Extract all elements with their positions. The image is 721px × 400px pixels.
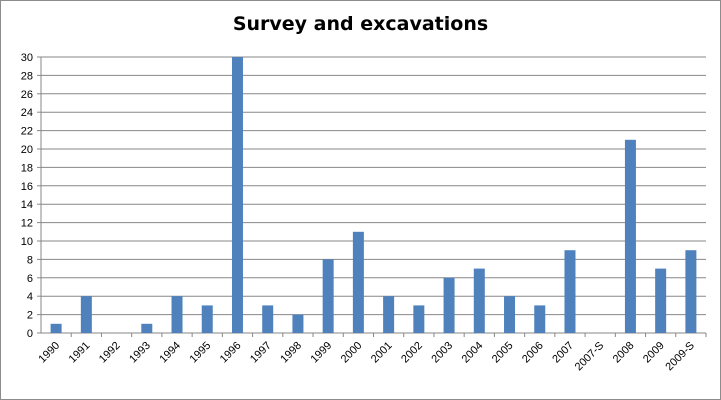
- x-tick-label: 2003: [429, 340, 455, 366]
- bar: [383, 296, 395, 333]
- y-tick-label: 0: [27, 328, 33, 340]
- bar: [231, 57, 243, 333]
- bar: [655, 268, 667, 333]
- x-tick-label: 2005: [490, 340, 516, 366]
- x-tick-label: 2009: [641, 340, 667, 366]
- bar: [141, 323, 153, 333]
- bar: [413, 305, 425, 333]
- x-tick-label: 1993: [127, 340, 153, 366]
- y-tick-label: 22: [21, 126, 33, 138]
- x-tick-label: 1991: [67, 340, 93, 366]
- x-tick-label: 1994: [157, 340, 183, 366]
- x-tick-label: 2009-S: [663, 340, 697, 374]
- x-tick-label: 2001: [369, 340, 395, 366]
- x-tick-label: 1996: [218, 340, 244, 366]
- y-tick-label: 20: [21, 144, 33, 156]
- x-tick-label: 2007: [550, 340, 576, 366]
- x-tick-label: 2006: [520, 340, 546, 366]
- bar: [473, 268, 485, 333]
- bar: [564, 250, 576, 333]
- y-tick-label: 26: [21, 89, 33, 101]
- bar: [50, 323, 62, 333]
- bar: [80, 296, 92, 333]
- y-tick-label: 2: [27, 310, 33, 322]
- y-tick-label: 16: [21, 181, 33, 193]
- y-tick-label: 12: [21, 218, 33, 230]
- y-tick-label: 28: [21, 70, 33, 82]
- bar: [292, 314, 304, 333]
- bar: [201, 305, 213, 333]
- y-tick-label: 6: [27, 273, 33, 285]
- y-tick-label: 18: [21, 162, 33, 174]
- y-tick-label: 30: [21, 52, 33, 64]
- y-tick-label: 4: [27, 291, 33, 303]
- bar: [262, 305, 274, 333]
- bar: [322, 259, 334, 333]
- x-tick-label: 2004: [460, 340, 486, 366]
- bar: [443, 277, 455, 333]
- x-tick-label: 1997: [248, 340, 274, 366]
- x-tick-label: 2002: [399, 340, 425, 366]
- y-tick-label: 24: [21, 107, 33, 119]
- x-tick-label: 2007-S: [573, 340, 607, 374]
- x-tick-label: 1990: [36, 340, 62, 366]
- bar: [624, 139, 636, 333]
- y-tick-label: 8: [27, 254, 33, 266]
- x-tick-label: 2008: [611, 340, 637, 366]
- x-tick-label: 1992: [97, 340, 123, 366]
- bar: [352, 231, 364, 333]
- y-tick-label: 14: [21, 199, 33, 211]
- x-tick-label: 1999: [308, 340, 334, 366]
- chart-title: Survey and excavations: [232, 13, 489, 35]
- bar: [534, 305, 546, 333]
- y-tick-label: 10: [21, 236, 33, 248]
- bar: [504, 296, 516, 333]
- bar: [171, 296, 183, 333]
- x-tick-label: 1995: [188, 340, 214, 366]
- x-tick-label: 1998: [278, 340, 304, 366]
- bar: [685, 250, 697, 333]
- x-tick-label: 2000: [339, 340, 365, 366]
